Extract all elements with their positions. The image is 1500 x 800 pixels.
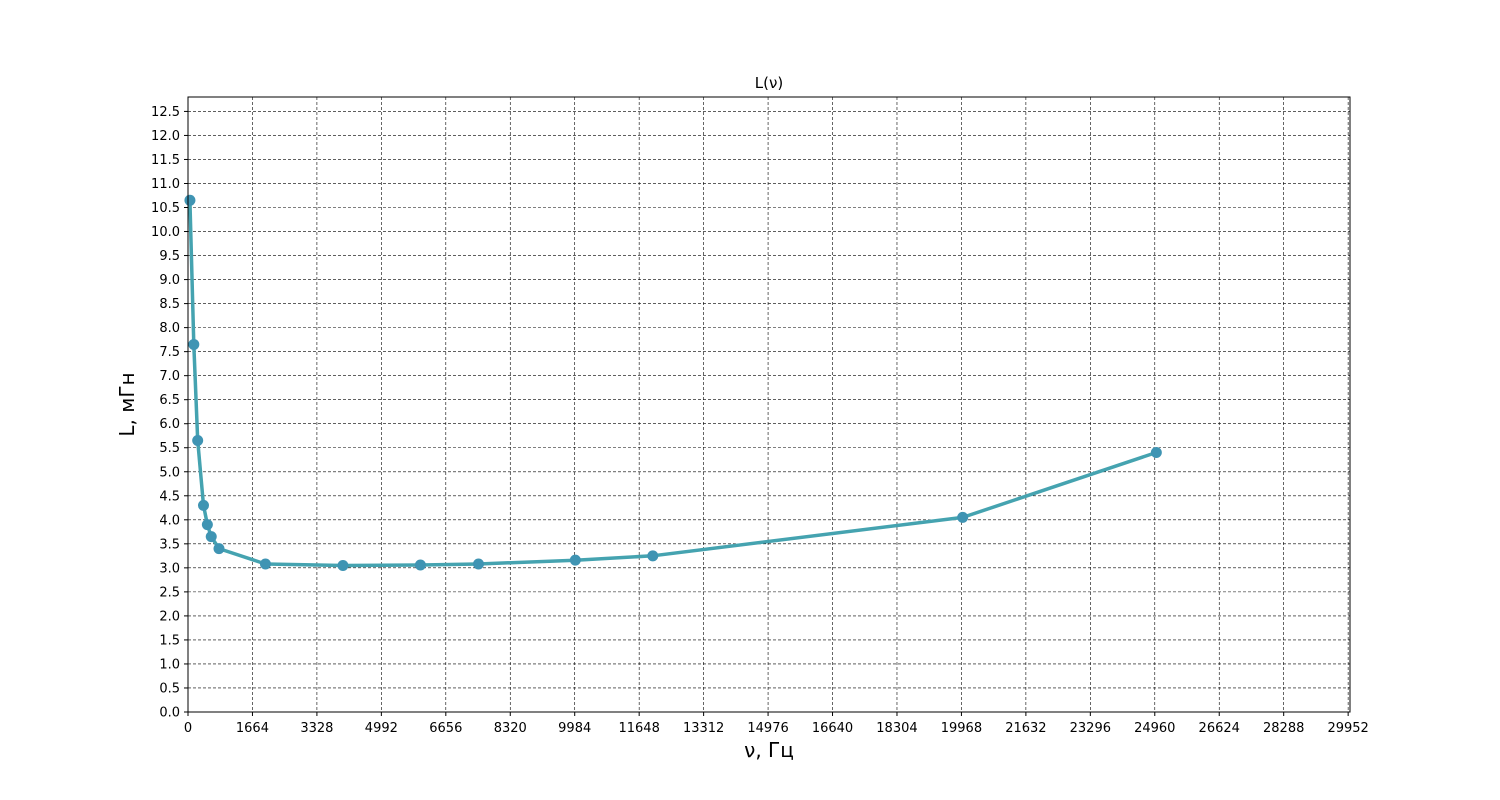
data-point [184,194,196,206]
y-tick-label: 11.5 [151,153,180,168]
chart-title: L(ν) [755,74,783,92]
data-point [569,554,581,566]
y-tick-label: 4.0 [159,513,180,528]
data-point [337,559,349,571]
data-point [213,543,225,555]
y-tick-label: 7.0 [159,369,180,384]
x-tick-label: 1664 [236,721,269,736]
x-tick-label: 9984 [558,721,591,736]
data-point [473,558,484,570]
data-point [188,338,200,350]
x-tick-label: 14976 [747,721,788,736]
x-tick-label: 28288 [1263,721,1304,736]
y-tick-label: 10.0 [151,225,180,240]
y-tick-label: 8.0 [159,321,180,336]
y-tick-label: 3.5 [159,537,180,552]
x-tick-label: 11648 [618,721,659,736]
y-tick-label: 11.0 [151,177,180,192]
y-tick-label: 4.5 [159,489,180,504]
x-tick-label: 26624 [1199,721,1240,736]
data-point [205,531,217,543]
y-axis-ticks: 0.0 0.5 1.0 1.5 2.0 2.5 3.0 3.5 4.0 4.5 5.0 5.5 6.0 6… [151,105,188,721]
x-tick-label: 13312 [683,721,724,736]
x-tick-label: 0 [184,721,192,736]
x-tick-label: 24960 [1134,721,1175,736]
y-tick-label: 9.5 [159,249,180,264]
y-tick-label: 2.5 [159,585,180,600]
x-tick-label: 21632 [1005,721,1046,736]
y-tick-label: 10.5 [151,201,180,216]
y-axis-label: L, мГн [115,372,139,436]
y-tick-label: 7.5 [159,345,180,360]
data-point [197,499,209,511]
x-tick-label: 29952 [1327,721,1368,736]
x-tick-label: 8320 [494,721,527,736]
y-tick-label: 12.0 [151,129,180,144]
y-tick-label: 1.5 [159,633,180,648]
plot-frame [187,96,1351,713]
y-tick-label: 6.5 [159,393,180,408]
y-tick-label: 2.0 [159,609,180,624]
y-tick-label: 8.5 [159,297,180,312]
series-line [188,200,1157,568]
y-tick-label: 6.0 [159,417,180,432]
x-tick-label: 23296 [1070,721,1111,736]
y-tick-label: 0.0 [159,706,180,721]
x-tick-label: 6656 [429,721,462,736]
y-tick-label: 3.0 [159,561,180,576]
grid [187,97,1350,713]
data-point [259,558,271,570]
x-tick-label: 18304 [876,721,917,736]
data-point [192,435,204,447]
y-tick-label: 9.0 [159,273,180,288]
x-axis-label: ν, Гц [744,738,794,762]
y-tick-label: 12.5 [151,105,180,120]
y-tick-label: 5.5 [159,441,180,456]
data-point [647,550,659,562]
y-tick-label: 0.5 [159,681,180,696]
data-point [414,559,426,571]
y-tick-label: 1.0 [159,657,180,672]
data-point [957,511,969,523]
x-axis-ticks: 0 1664 3328 4992 6656 8320 9984 11648 13312 14976… [184,712,1369,736]
data-point [1150,447,1162,459]
x-tick-label: 16640 [812,721,853,736]
x-tick-label: 3328 [300,721,333,736]
x-tick-label: 19968 [941,721,982,736]
series-group [184,194,1162,571]
y-tick-label: 5.0 [159,465,180,480]
x-tick-label: 4992 [365,721,398,736]
data-point [201,519,213,531]
